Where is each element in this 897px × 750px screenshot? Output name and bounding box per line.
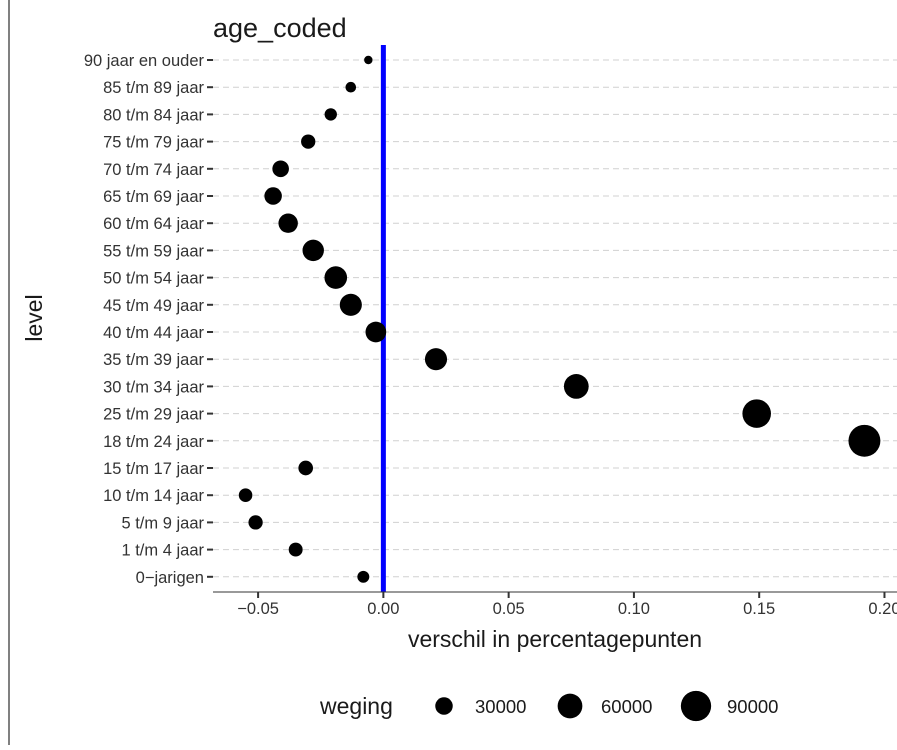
y-tick-label: 80 t/m 84 jaar — [103, 106, 204, 124]
data-point — [272, 160, 289, 178]
y-tick-label: 30 t/m 34 jaar — [103, 378, 204, 396]
y-tick-label: 55 t/m 59 jaar — [103, 242, 204, 260]
y-tick-label: 60 t/m 64 jaar — [103, 215, 204, 233]
y-tick-label: 45 t/m 49 jaar — [103, 297, 204, 315]
legend-label: 60000 — [601, 696, 652, 717]
x-axis-label: verschil in percentagepunten — [408, 626, 702, 652]
data-point — [264, 187, 282, 205]
data-point — [278, 213, 298, 233]
data-point — [357, 570, 370, 583]
data-point — [339, 293, 362, 316]
legend: weging 30000 60000 90000 — [319, 690, 778, 722]
x-tick-label: 0.20 — [868, 600, 897, 618]
y-tick-label: 18 t/m 24 jaar — [103, 433, 204, 451]
y-tick-label: 40 t/m 44 jaar — [103, 324, 204, 342]
legend-key — [680, 690, 712, 722]
y-tick-label: 65 t/m 69 jaar — [103, 188, 204, 206]
x-tick-label: −0.05 — [237, 600, 279, 618]
data-points — [238, 55, 881, 583]
y-tick-label: 25 t/m 29 jaar — [103, 406, 204, 424]
data-point — [288, 542, 303, 557]
legend-key — [435, 697, 453, 715]
data-point — [301, 134, 316, 149]
y-tick-label: 15 t/m 17 jaar — [103, 460, 204, 478]
y-tick-label: 70 t/m 74 jaar — [103, 161, 204, 179]
legend-label: 30000 — [475, 696, 526, 717]
legend-label: 90000 — [727, 696, 778, 717]
y-axis-label: level — [21, 294, 47, 341]
data-point — [848, 424, 881, 457]
y-axis: 0−jarigen 1 t/m 4 jaar 5 t/m 9 jaar 10 t/m … — [84, 52, 213, 587]
legend-title: weging — [319, 693, 393, 719]
y-tick-label: 90 jaar en ouder — [84, 52, 205, 70]
x-tick-label: 0.10 — [618, 600, 650, 618]
legend-key — [557, 693, 583, 719]
y-tick-label: 35 t/m 39 jaar — [103, 351, 204, 369]
y-tick-label: 0−jarigen — [136, 569, 204, 587]
x-tick-label: 0.05 — [493, 600, 525, 618]
x-axis: −0.05 0.00 0.05 0.10 0.15 0.20 — [213, 591, 897, 618]
data-point — [563, 374, 589, 399]
y-tick-label: 85 t/m 89 jaar — [103, 79, 204, 97]
y-tick-label: 5 t/m 9 jaar — [121, 514, 204, 532]
data-point — [345, 81, 357, 93]
data-point — [302, 239, 324, 262]
data-point — [424, 348, 448, 371]
data-point — [238, 488, 253, 502]
data-point — [324, 266, 348, 289]
chart-title: age_coded — [213, 13, 347, 43]
y-tick-label: 10 t/m 14 jaar — [103, 487, 204, 505]
data-point — [298, 460, 314, 476]
data-point — [248, 515, 263, 530]
gridlines — [213, 59, 897, 578]
data-point — [364, 55, 373, 65]
data-point — [324, 108, 337, 121]
data-point — [365, 321, 387, 343]
y-tick-label: 1 t/m 4 jaar — [121, 542, 204, 560]
y-tick-label: 50 t/m 54 jaar — [103, 270, 204, 288]
data-point — [742, 399, 771, 428]
x-tick-label: 0.00 — [367, 600, 399, 618]
y-tick-label: 75 t/m 79 jaar — [103, 134, 204, 152]
x-tick-label: 0.15 — [743, 600, 775, 618]
